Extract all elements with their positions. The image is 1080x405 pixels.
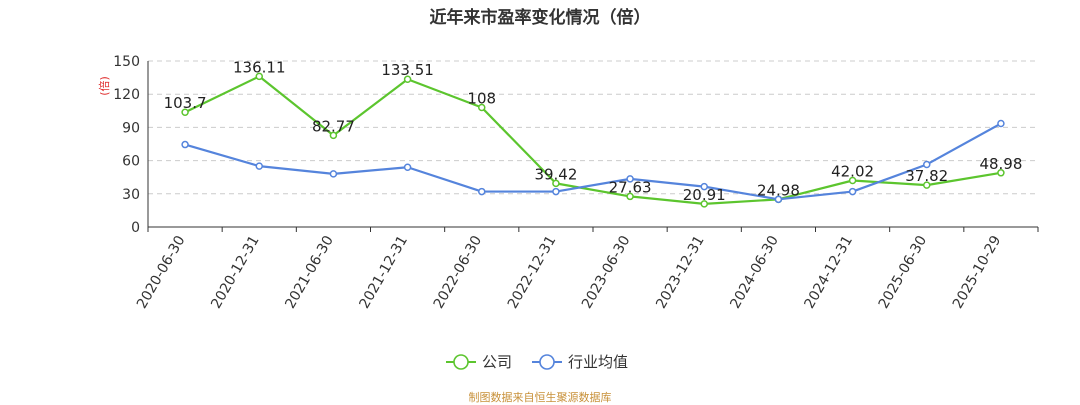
data-label: 82.77 [312,117,355,135]
data-point[interactable] [181,108,189,116]
series-line-industry-average [184,122,1002,201]
data-source-note: 制图数据来自恒生聚源数据库 [469,390,612,404]
x-tick-label: 2025-10-29 [950,233,1005,311]
legend-label: 行业均值 [568,353,628,371]
data-point[interactable] [848,187,857,196]
x-tick-label: 2021-06-30 [282,233,337,311]
x-tick-label: 2024-12-31 [802,233,857,311]
legend-marker-icon [453,354,469,370]
legend-item-company[interactable]: 公司 [446,353,512,371]
data-point[interactable] [700,182,708,191]
data-point[interactable] [181,140,189,149]
data-point[interactable] [329,131,338,140]
data-point[interactable] [774,195,783,204]
data-label: 27.63 [609,178,652,196]
data-labels: 103.7 136.11 82.77 133.51 108 39.42 27.63 20.91… [164,58,1023,203]
data-point[interactable] [923,181,931,189]
y-tick-label: 60 [122,154,140,170]
data-point[interactable] [329,170,338,178]
legend[interactable]: 公司 行业均值 [446,353,628,371]
data-point[interactable] [700,200,708,208]
y-tick-label: 150 [113,54,140,70]
data-point[interactable] [552,179,560,188]
x-tick-label: 2021-12-31 [357,233,412,311]
y-tick-label: 0 [131,220,140,236]
data-point[interactable] [478,187,486,196]
gridlines [148,60,1038,195]
data-label: 103.7 [164,94,207,112]
x-tick-label: 2023-06-30 [579,233,634,311]
data-point[interactable] [997,169,1005,177]
data-label: 37.82 [905,167,948,185]
data-label: 24.98 [757,181,800,199]
data-point[interactable] [997,119,1005,128]
data-point[interactable] [923,160,931,169]
legend-marker-icon [539,354,555,370]
x-tick-label: 2022-06-30 [431,233,486,311]
data-label: 48.98 [979,155,1022,173]
x-tick-label: 2020-12-31 [208,233,263,311]
x-tick-label: 2023-12-31 [653,233,708,311]
y-tick-label: 30 [122,187,140,203]
x-tick-label: 2022-12-31 [505,233,560,311]
y-tick-label: 90 [122,120,140,136]
data-label: 42.02 [831,162,874,180]
series-lines [181,72,1005,208]
y-axis-unit: (倍) [97,76,111,96]
data-point[interactable] [478,103,486,112]
data-point[interactable] [626,175,634,183]
x-tick-label: 2020-06-30 [134,233,189,311]
data-point[interactable] [626,192,634,201]
x-tick-label: 2024-06-30 [727,233,782,311]
data-label: 108 [467,89,496,107]
data-label: 39.42 [534,165,577,183]
legend-item-industry-average[interactable]: 行业均值 [532,353,628,371]
data-point[interactable] [255,72,263,81]
chart-title: 近年来市盈率变化情况（倍） [430,7,651,28]
data-point[interactable] [403,163,412,171]
data-label: 136.11 [233,58,286,76]
data-label: 20.91 [683,186,726,204]
data-point[interactable] [255,162,263,170]
legend-label: 公司 [482,353,512,371]
data-point[interactable] [403,75,412,83]
data-point[interactable] [848,176,857,185]
series-line-company [184,75,1002,205]
y-tick-label: 120 [113,87,140,103]
x-tick-label: 2025-06-30 [876,233,931,311]
data-label: 133.51 [381,61,434,79]
data-point[interactable] [552,187,560,196]
